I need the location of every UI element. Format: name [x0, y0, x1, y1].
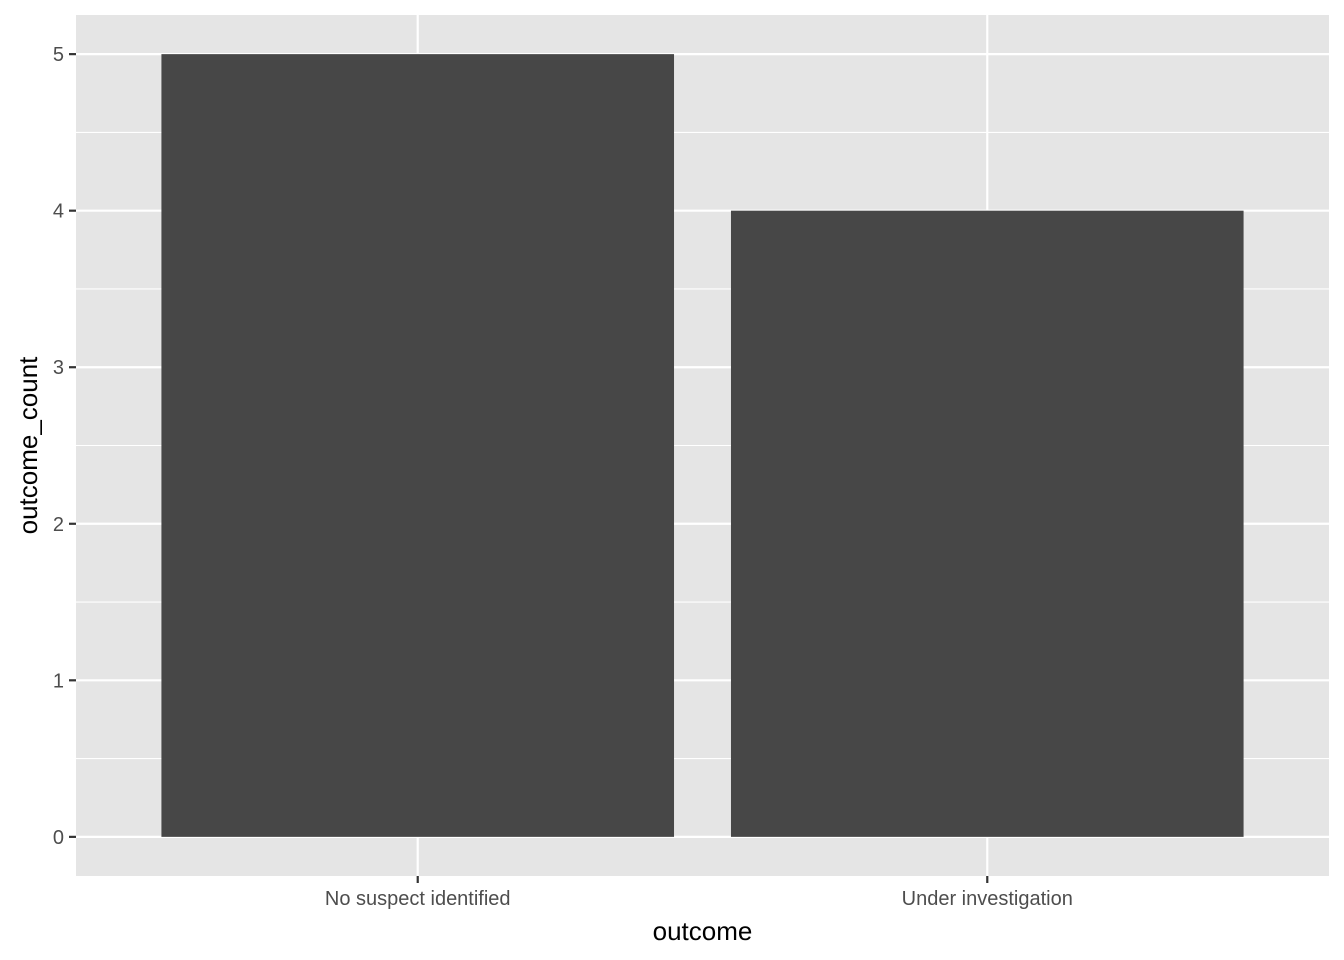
y-axis-ticks: 0 1 2 3 4 5	[53, 44, 76, 849]
x-tick-label: No suspect identified	[325, 888, 511, 910]
x-tick-label: Under investigation	[902, 888, 1073, 910]
y-axis-title: outcome_count	[13, 356, 43, 535]
y-tick-label: 2	[53, 514, 64, 536]
y-tick-label: 0	[53, 827, 64, 849]
y-tick-label: 4	[53, 201, 64, 223]
x-axis-ticks: No suspect identified Under investigation	[325, 876, 1073, 910]
bar	[161, 54, 675, 837]
bars	[161, 54, 1244, 837]
y-tick-label: 1	[53, 670, 64, 692]
bar	[730, 210, 1244, 837]
x-axis-title: outcome	[653, 916, 753, 946]
y-tick-label: 3	[53, 357, 64, 379]
y-tick-label: 5	[53, 44, 64, 66]
